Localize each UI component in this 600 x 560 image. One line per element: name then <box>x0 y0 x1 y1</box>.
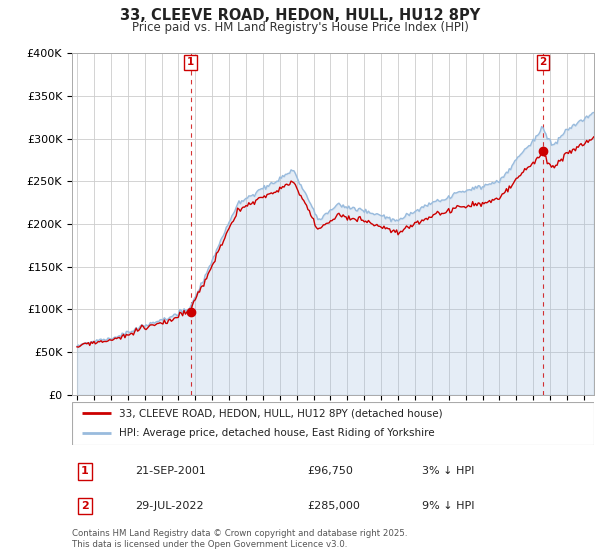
Text: HPI: Average price, detached house, East Riding of Yorkshire: HPI: Average price, detached house, East… <box>119 428 434 438</box>
Text: 1: 1 <box>81 466 89 476</box>
Text: 2: 2 <box>81 501 89 511</box>
Text: 1: 1 <box>187 58 194 67</box>
Text: £96,750: £96,750 <box>307 466 353 476</box>
Text: Contains HM Land Registry data © Crown copyright and database right 2025.
This d: Contains HM Land Registry data © Crown c… <box>72 529 407 549</box>
Text: 29-JUL-2022: 29-JUL-2022 <box>134 501 203 511</box>
Text: Price paid vs. HM Land Registry's House Price Index (HPI): Price paid vs. HM Land Registry's House … <box>131 21 469 34</box>
Text: £285,000: £285,000 <box>307 501 360 511</box>
Text: 21-SEP-2001: 21-SEP-2001 <box>134 466 206 476</box>
Text: 33, CLEEVE ROAD, HEDON, HULL, HU12 8PY (detached house): 33, CLEEVE ROAD, HEDON, HULL, HU12 8PY (… <box>119 408 443 418</box>
Text: 2: 2 <box>539 58 547 67</box>
Text: 3% ↓ HPI: 3% ↓ HPI <box>422 466 474 476</box>
Text: 33, CLEEVE ROAD, HEDON, HULL, HU12 8PY: 33, CLEEVE ROAD, HEDON, HULL, HU12 8PY <box>120 8 480 24</box>
Text: 9% ↓ HPI: 9% ↓ HPI <box>422 501 474 511</box>
